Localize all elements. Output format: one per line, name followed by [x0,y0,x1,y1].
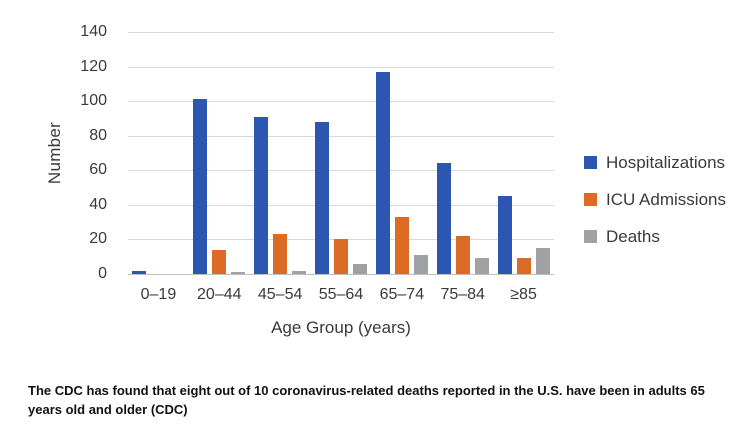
bar-deaths-65-74 [413,255,428,274]
y-tick-label-0: 0 [98,265,107,282]
y-tick-label-80: 80 [89,126,107,144]
gridline-100 [128,101,554,103]
x-tick-label-85: ≥85 [510,286,537,303]
y-tick-label-20: 20 [89,230,107,248]
bar-deaths-85 [535,248,550,274]
legend-label-deaths: Deaths [606,226,660,246]
plot-area [128,32,554,275]
x-tick-label-55-64: 55–64 [318,286,364,303]
gridline-40 [128,204,554,206]
bar-deaths-45-54 [292,270,307,274]
bar-deaths-20-44 [231,272,246,274]
gridline-140 [128,32,554,33]
figure-caption: The CDC has found that eight out of 10 c… [28,383,705,417]
bar-hospitalizations-20-44 [193,99,208,274]
bar-icu-admissions-85 [516,258,531,274]
y-tick-label-120: 120 [80,57,107,75]
legend-label-hospitalizations: Hospitalizations [606,152,726,172]
bar-hospitalizations-85 [497,196,512,274]
bar-hospitalizations-55-64 [315,121,329,274]
legend-swatch-icu-admissions [584,193,597,206]
legend-label-icu-admissions: ICU Admissions [606,189,726,209]
chart-legend: Hospitalizations ICU Admissions Deaths [584,144,726,255]
x-axis-title: Age Group (years) [271,318,411,337]
legend-swatch-hospitalizations [584,156,597,169]
bar-deaths-75-84 [474,258,489,274]
x-axis-line [128,274,554,275]
y-tick-label-60: 60 [89,161,107,179]
legend-item-deaths: Deaths [584,218,726,255]
x-tick-label-20-44: 20–44 [197,286,242,303]
bar-hospitalizations-0-19 [132,270,147,274]
bar-hospitalizations-75-84 [436,163,451,274]
bar-icu-admissions-55-64 [334,239,348,274]
legend-swatch-deaths [584,230,597,243]
x-tick-label-65-74: 65–74 [379,286,425,303]
bar-icu-admissions-20-44 [212,249,227,274]
x-tick-label-0-19: 0–19 [140,286,177,303]
legend-item-icu-admissions: ICU Admissions [584,181,726,218]
bar-hospitalizations-65-74 [375,71,390,274]
x-tick-label-45-54: 45–54 [257,286,303,303]
gridline-120 [128,66,554,68]
x-tick-label-75-84: 75–84 [440,286,485,303]
legend-item-hospitalizations: Hospitalizations [584,144,726,181]
gridline-80 [128,135,554,137]
y-tick-label-140: 140 [80,23,107,40]
gridline-60 [128,170,554,172]
bar-deaths-55-64 [353,263,367,274]
y-tick-label-100: 100 [80,92,107,110]
y-tick-label-40: 40 [89,195,107,213]
bar-hospitalizations-45-54 [254,116,269,274]
bar-icu-admissions-45-54 [273,234,288,274]
bar-icu-admissions-65-74 [394,216,409,274]
bar-icu-admissions-75-84 [455,235,470,274]
